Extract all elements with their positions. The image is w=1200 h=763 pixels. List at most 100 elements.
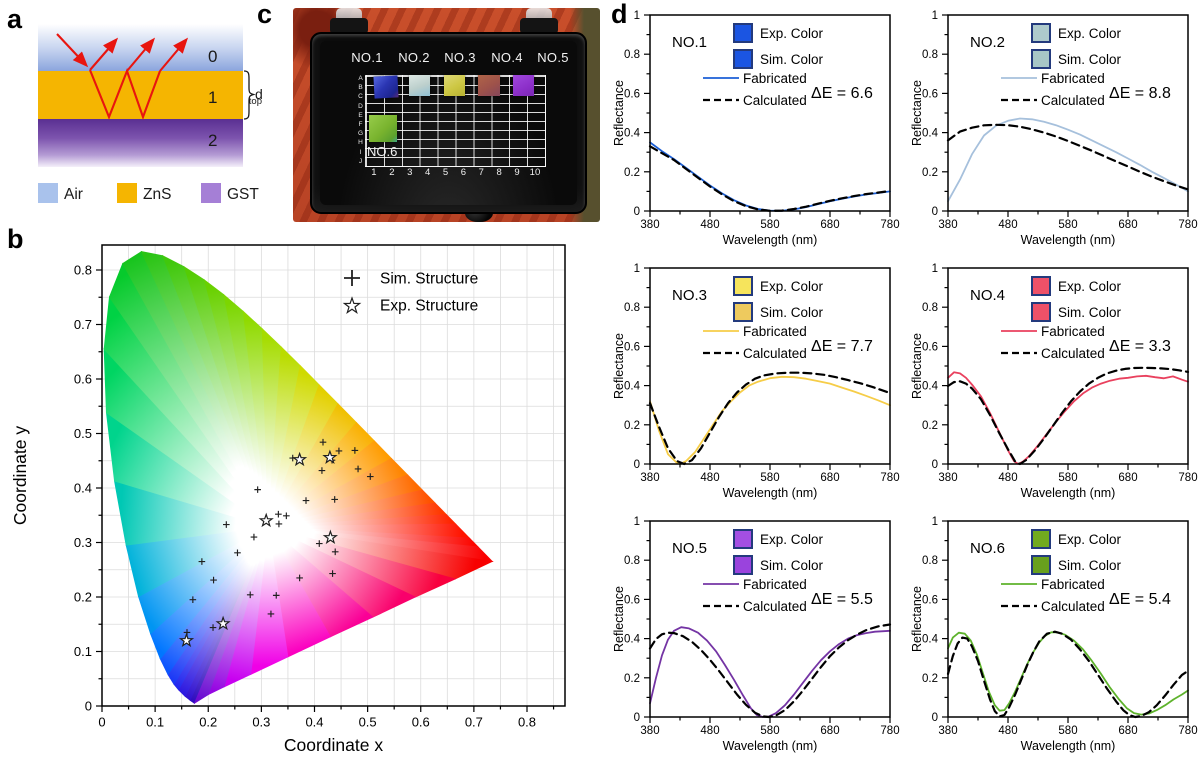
- x-tick-label: 580: [760, 725, 779, 737]
- fabricated-curve: [947, 117, 1189, 203]
- x-tick-label: 380: [938, 725, 957, 737]
- fabricated-curve: [947, 371, 1189, 465]
- y-tick-label: 0.5: [74, 426, 92, 441]
- calculated-curve: [946, 630, 1190, 719]
- clip-glass: [336, 8, 362, 21]
- y-tick-label: 0.4: [624, 128, 641, 140]
- exp-color-label: Exp. Color: [1058, 279, 1122, 294]
- sample-no3: [444, 75, 465, 96]
- col-number: 7: [478, 167, 484, 178]
- y-tick-label: 0.2: [74, 590, 92, 605]
- x-tick-label: 480: [700, 725, 719, 737]
- y-tick-label: 0.4: [922, 634, 939, 646]
- legend-exp-structure-label: Exp. Structure: [380, 298, 478, 315]
- exp-color-swatch: [733, 276, 753, 296]
- row-letter: F: [358, 120, 363, 128]
- y-tick-label: 0: [85, 699, 92, 714]
- fabricated-label: Fabricated: [743, 577, 807, 592]
- sample-label-no1: NO.1: [351, 50, 383, 65]
- exp-structure-marker: [178, 632, 195, 648]
- thickness-brace: [243, 70, 256, 120]
- col-number: 10: [529, 167, 541, 178]
- calculated-curve: [648, 623, 892, 719]
- y-axis-title: Reflectance: [612, 80, 626, 146]
- y-tick-label: 0.8: [624, 555, 640, 567]
- medium-label-0: 0: [208, 47, 217, 66]
- exp-color-swatch: [1031, 529, 1051, 549]
- calculated-curve: [946, 366, 1190, 466]
- fabricated-curve: [649, 141, 891, 212]
- sim-structure-marker: [335, 447, 343, 455]
- calculated-curve: [946, 123, 1190, 191]
- y-tick-label: 0.2: [922, 167, 938, 179]
- panel-label-c: c: [257, 0, 273, 29]
- x-tick-label: 680: [1118, 725, 1137, 737]
- y-tick-label: 0.6: [74, 372, 92, 387]
- x-tick-label: 480: [998, 725, 1017, 737]
- x-tick-label: 580: [1058, 219, 1077, 231]
- y-tick-label: 0.6: [922, 594, 938, 606]
- sample-no6: [369, 115, 397, 142]
- y-tick-label: 0: [932, 712, 938, 724]
- sim-structure-marker: [275, 520, 283, 528]
- y-axis-title: Reflectance: [612, 586, 626, 652]
- delta-e-value: ΔE = 5.4: [1109, 591, 1171, 608]
- y-tick-label: 0.4: [74, 481, 92, 496]
- sample-no2: [409, 75, 430, 96]
- no4-chart: 380 480 580 680 780 0 0.2 0.4 0.6 0.8 1 Wavelength …: [910, 263, 1198, 500]
- y-axis-title: Reflectance: [612, 333, 626, 399]
- x-tick-label: 0.6: [412, 715, 430, 730]
- exp-color-label: Exp. Color: [1058, 26, 1122, 41]
- incident-ray: [56, 33, 89, 68]
- no6-chart: 380 480 580 680 780 0 0.2 0.4 0.6 0.8 1 Wavelength …: [910, 516, 1198, 753]
- y-tick-label: 0: [634, 459, 640, 471]
- y-tick-label: 1: [634, 516, 640, 528]
- panel-label-a: a: [7, 4, 23, 34]
- y-tick-label: 0.3: [74, 535, 92, 550]
- x-axis-title: Wavelength (nm): [723, 233, 818, 247]
- x-axis-title: Wavelength (nm): [1021, 486, 1116, 500]
- x-tick-label: 0.2: [199, 715, 217, 730]
- x-axis-title: Wavelength (nm): [1021, 739, 1116, 753]
- y-tick-label: 0.8: [74, 263, 92, 278]
- medium-label-1: 1: [208, 88, 217, 107]
- sim-color-swatch: [1031, 49, 1051, 69]
- y-tick-label: 0.4: [922, 381, 939, 393]
- sim-color-swatch: [1031, 302, 1051, 322]
- y-tick-label: 0.2: [624, 673, 640, 685]
- calculated-label: Calculated: [743, 93, 807, 108]
- sim-structure-marker: [272, 592, 280, 599]
- thickness-symbol: d: [255, 86, 262, 102]
- y-tick-label: 0.7: [74, 317, 92, 332]
- sim-structure-marker: [254, 486, 261, 493]
- exp-color-swatch: [733, 529, 753, 549]
- subplot-title: NO.3: [672, 287, 707, 304]
- y-tick-label: 0.2: [624, 420, 640, 432]
- x-tick-label: 580: [760, 472, 779, 484]
- sim-structure-marker: [351, 447, 359, 454]
- sample-label-no2: NO.2: [398, 50, 430, 65]
- row-letter: E: [358, 111, 363, 119]
- x-tick-label: 580: [1058, 472, 1077, 484]
- calculated-label: Calculated: [1041, 599, 1105, 614]
- panel-label-b: b: [7, 224, 24, 254]
- zns-swatch: [117, 183, 137, 203]
- sim-color-label: Sim. Color: [1058, 305, 1122, 320]
- sim-color-swatch: [733, 302, 753, 322]
- reflected-ray-2: [126, 37, 156, 72]
- sample-label-no6: NO.6: [367, 144, 398, 159]
- sample-no5: [513, 75, 534, 96]
- y-tick-label: 0.8: [624, 49, 640, 61]
- sample-top-labels: NO.1 NO.2 NO.3 NO.4 NO.5: [312, 50, 585, 66]
- sim-structure-marker: [331, 496, 338, 503]
- spectrum-no3: 380 480 580 680 780 0 0.2 0.4 0.6 0.8 1 Wavelength …: [610, 258, 908, 510]
- exp-color-label: Exp. Color: [760, 279, 824, 294]
- x-tick-label: 680: [1118, 219, 1137, 231]
- sim-color-label: Sim. Color: [1058, 52, 1122, 67]
- spectrum-no6: 380 480 580 680 780 0 0.2 0.4 0.6 0.8 1 Wavelength …: [908, 511, 1200, 763]
- thickness-subscript: top: [249, 96, 262, 107]
- x-tick-label: 480: [700, 219, 719, 231]
- sample-no4: [478, 75, 500, 96]
